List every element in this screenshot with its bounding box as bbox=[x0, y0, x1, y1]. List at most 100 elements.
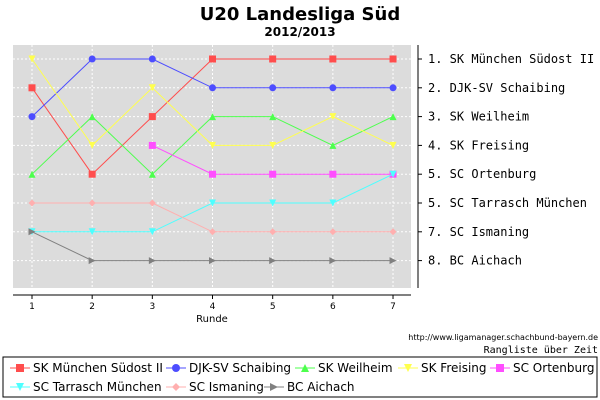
legend-item: SK Freising bbox=[398, 361, 487, 375]
data-point bbox=[389, 257, 397, 265]
x-axis-label: Runde bbox=[196, 314, 228, 325]
data-point bbox=[389, 55, 397, 63]
x-tick-label: 1 bbox=[29, 302, 35, 312]
legend bbox=[2, 356, 598, 398]
data-point bbox=[269, 84, 277, 92]
legend-label: BC Aichach bbox=[287, 380, 355, 394]
data-point bbox=[329, 141, 337, 149]
data-point bbox=[148, 170, 156, 178]
data-point bbox=[28, 113, 36, 121]
rank-label: 3. SK Weilheim bbox=[428, 110, 529, 124]
x-tick-label: 3 bbox=[149, 302, 155, 312]
data-point bbox=[209, 55, 217, 63]
legend-label: SK München Südost II bbox=[33, 361, 163, 375]
data-point bbox=[329, 257, 337, 265]
series-sk-weilheim bbox=[28, 113, 397, 178]
data-point bbox=[148, 141, 156, 149]
chart-note: Rangliste über Zeit bbox=[484, 345, 598, 356]
data-point bbox=[209, 113, 217, 121]
legend-label: SK Weilheim bbox=[318, 361, 393, 375]
legend-label: SC Tarrasch München bbox=[33, 380, 162, 394]
data-point bbox=[148, 113, 156, 121]
series-sk-m-nchen-s-dost-ii bbox=[28, 55, 397, 178]
legend-item: SC Ortenburg bbox=[490, 361, 594, 375]
data-point bbox=[329, 199, 337, 207]
rank-label: 8. BC Aichach bbox=[428, 254, 522, 268]
legend-marker bbox=[172, 364, 180, 372]
legend-item: SC Tarrasch München bbox=[10, 380, 162, 394]
rank-label: 4. SK Freising bbox=[428, 138, 529, 152]
rank-label: 2. DJK-SV Schaibing bbox=[428, 81, 565, 95]
legend-item: BC Aichach bbox=[264, 380, 355, 394]
series-sc-ismaning bbox=[28, 199, 397, 236]
data-point bbox=[28, 199, 36, 207]
data-point bbox=[88, 170, 96, 178]
x-tick-label: 6 bbox=[330, 302, 336, 312]
data-point bbox=[148, 199, 156, 207]
data-point bbox=[329, 170, 337, 178]
data-point bbox=[28, 228, 36, 236]
data-point bbox=[329, 113, 337, 121]
series-layer bbox=[28, 55, 397, 265]
chart-title: U20 Landesliga Süd bbox=[200, 4, 400, 25]
data-point bbox=[389, 84, 397, 92]
chart-subtitle: 2012/2013 bbox=[264, 25, 335, 39]
data-point bbox=[209, 141, 217, 149]
data-point bbox=[389, 113, 397, 121]
data-point bbox=[329, 228, 337, 236]
rank-label: 1. SK München Südost II bbox=[428, 52, 594, 66]
legend-marker bbox=[270, 383, 278, 391]
legend-marker bbox=[496, 364, 504, 372]
data-point bbox=[148, 84, 156, 92]
data-point bbox=[88, 113, 96, 121]
data-point bbox=[88, 55, 96, 63]
data-point bbox=[28, 170, 36, 178]
series-djk-sv-schaibing bbox=[28, 55, 397, 121]
legend-marker bbox=[16, 364, 24, 372]
data-point bbox=[88, 257, 96, 265]
legend-label: DJK-SV Schaibing bbox=[189, 361, 291, 375]
legend-item: DJK-SV Schaibing bbox=[166, 361, 291, 375]
rank-label: 7. SC Ismaning bbox=[428, 225, 529, 239]
data-point bbox=[28, 55, 36, 63]
data-point bbox=[389, 141, 397, 149]
data-point bbox=[209, 257, 217, 265]
x-ticks: 1 2 3 4 5 6 7 bbox=[29, 295, 396, 312]
legend-item: SK Weilheim bbox=[295, 361, 393, 375]
legend-marker bbox=[301, 364, 309, 372]
data-point bbox=[209, 199, 217, 207]
data-point bbox=[329, 84, 337, 92]
legend-item: SC Ismaning bbox=[166, 380, 264, 394]
data-point bbox=[209, 84, 217, 92]
data-point bbox=[209, 170, 217, 178]
x-tick-label: 7 bbox=[390, 302, 396, 312]
series-bc-aichach bbox=[28, 228, 397, 265]
data-point bbox=[269, 228, 277, 236]
legend-label: SC Ismaning bbox=[189, 380, 264, 394]
legend-item: SK München Südost II bbox=[10, 361, 163, 375]
rank-label: 5. SC Tarrasch München bbox=[428, 196, 587, 210]
legend-label: SC Ortenburg bbox=[513, 361, 594, 375]
legend-marker bbox=[172, 383, 180, 391]
data-point bbox=[269, 170, 277, 178]
data-point bbox=[269, 257, 277, 265]
data-point bbox=[269, 141, 277, 149]
data-point bbox=[88, 228, 96, 236]
data-point bbox=[269, 113, 277, 121]
data-point bbox=[148, 228, 156, 236]
rank-label: 5. SC Ortenburg bbox=[428, 167, 536, 181]
rank-labels: 1. SK München Südost II 2. DJK-SV Schaibi… bbox=[418, 52, 594, 268]
legend-label: SK Freising bbox=[421, 361, 487, 375]
legend-items: SK München Südost II DJK-SV Schaibing SK W… bbox=[10, 361, 594, 394]
x-tick-label: 5 bbox=[270, 302, 276, 312]
data-point bbox=[329, 55, 337, 63]
data-point bbox=[148, 55, 156, 63]
data-point bbox=[269, 199, 277, 207]
data-point bbox=[389, 228, 397, 236]
legend-marker bbox=[404, 364, 412, 372]
data-point bbox=[269, 55, 277, 63]
data-point bbox=[28, 84, 36, 92]
data-point bbox=[148, 257, 156, 265]
data-point bbox=[209, 228, 217, 236]
